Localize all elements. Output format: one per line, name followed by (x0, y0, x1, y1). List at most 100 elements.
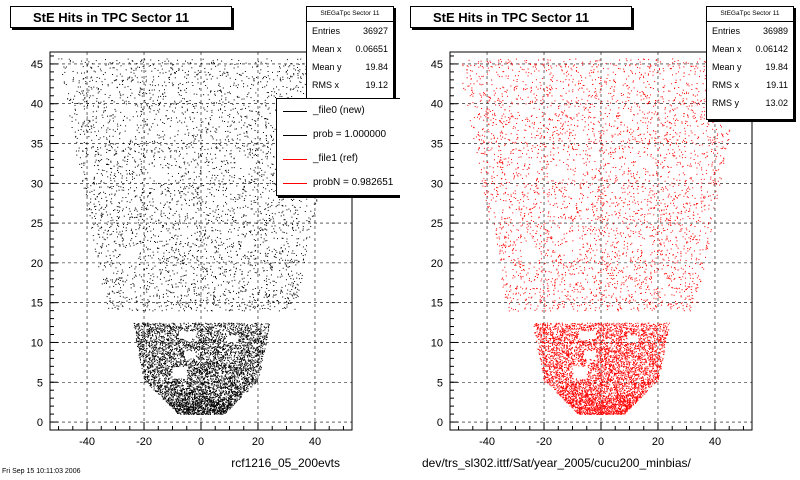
left-hit-point (161, 337, 163, 339)
left-hit-point (176, 405, 178, 407)
left-hit-point (212, 366, 214, 368)
left-hit-point (189, 363, 191, 365)
left-hit-point (219, 149, 221, 151)
left-hit-point (207, 402, 209, 404)
left-hit-point (237, 389, 239, 391)
left-hit-point (197, 376, 199, 378)
left-hit-point (218, 209, 220, 210)
left-hit-point (135, 243, 137, 245)
left-hit-point (169, 275, 171, 277)
left-hit-point (175, 164, 177, 166)
left-hit-point (186, 101, 187, 103)
left-hit-point (164, 362, 165, 364)
left-hit-point (172, 84, 174, 85)
left-hit-point (217, 251, 219, 253)
left-hit-point (227, 373, 229, 375)
left-hit-point (251, 251, 253, 253)
left-hit-point (168, 388, 170, 390)
left-hit-point (253, 144, 255, 146)
left-hit-point (243, 124, 245, 126)
left-hit-point (236, 360, 238, 362)
left-hit-point (256, 222, 258, 224)
left-hit-point (164, 156, 166, 158)
left-hit-point (207, 399, 209, 400)
left-hit-point (159, 323, 161, 325)
left-hit-point (149, 193, 150, 194)
left-hit-point (113, 101, 115, 103)
left-hit-point (243, 358, 245, 360)
left-hit-point (193, 387, 195, 389)
left-hit-point (279, 276, 281, 278)
left-hit-point (177, 340, 179, 342)
left-hit-point (185, 203, 187, 205)
left-hit-point (304, 83, 306, 85)
left-hit-point (225, 213, 226, 215)
left-hit-point (206, 404, 208, 406)
left-hit-point (198, 400, 200, 402)
left-hit-point (112, 143, 114, 145)
left-hit-point (207, 94, 209, 96)
left-hit-point (207, 359, 209, 361)
left-hit-point (174, 382, 176, 384)
left-hit-point (109, 177, 111, 179)
left-hit-point (268, 290, 270, 291)
left-hit-point (193, 134, 195, 136)
left-hit-point (160, 352, 162, 354)
left-hit-point (232, 329, 234, 331)
left-hit-point (221, 368, 223, 370)
left-hit-point (166, 58, 168, 60)
left-hit-point (202, 256, 204, 258)
left-hit-point (119, 83, 121, 85)
left-hit-point (138, 328, 140, 330)
left-hit-point (250, 332, 252, 334)
left-hit-point (149, 370, 151, 372)
left-hit-point (238, 348, 240, 350)
left-hit-point (101, 247, 102, 249)
left-hit-point (205, 229, 206, 231)
left-hit-point (220, 413, 222, 415)
left-hit-point (152, 279, 154, 281)
left-hit-point (111, 290, 113, 292)
left-hit-point (240, 332, 241, 334)
left-hit-point (260, 237, 262, 239)
left-hit-point (265, 225, 267, 226)
left-hit-point (142, 80, 144, 82)
left-hit-point (235, 398, 237, 400)
left-hit-point (165, 371, 167, 373)
left-hit-point (211, 364, 213, 366)
left-hit-point (234, 402, 236, 404)
left-hit-point (87, 103, 89, 104)
left-hit-point (252, 357, 254, 359)
left-hit-point (221, 377, 223, 379)
left-hit-point (209, 213, 211, 214)
left-hit-point (239, 360, 241, 362)
left-hit-point (230, 367, 232, 369)
left-hit-point (262, 218, 264, 220)
left-hit-point (87, 126, 89, 128)
left-hit-point (176, 353, 178, 355)
left-hit-point (210, 352, 212, 354)
left-hit-point (166, 373, 168, 375)
left-hit-point (213, 390, 215, 392)
left-hit-point (153, 356, 155, 358)
left-hit-point (184, 400, 186, 402)
left-hit-point (152, 334, 153, 336)
left-hit-point (168, 352, 169, 354)
left-hit-point (155, 379, 157, 381)
left-hit-point (140, 361, 142, 363)
left-hit-point (141, 365, 143, 367)
left-hit-point (119, 206, 121, 208)
left-hit-point (142, 241, 143, 243)
left-hit-point (221, 266, 223, 268)
left-hit-point (272, 173, 274, 175)
left-hit-point (196, 368, 198, 370)
left-hit-point (106, 163, 107, 165)
left-hit-point (247, 354, 249, 356)
left-hit-point (159, 269, 161, 271)
left-hit-point (179, 364, 181, 366)
left-hit-point (169, 345, 171, 347)
left-hit-point (175, 229, 177, 231)
left-hit-point (299, 206, 301, 208)
left-hit-point (220, 409, 222, 411)
left-hit-point (218, 378, 220, 380)
